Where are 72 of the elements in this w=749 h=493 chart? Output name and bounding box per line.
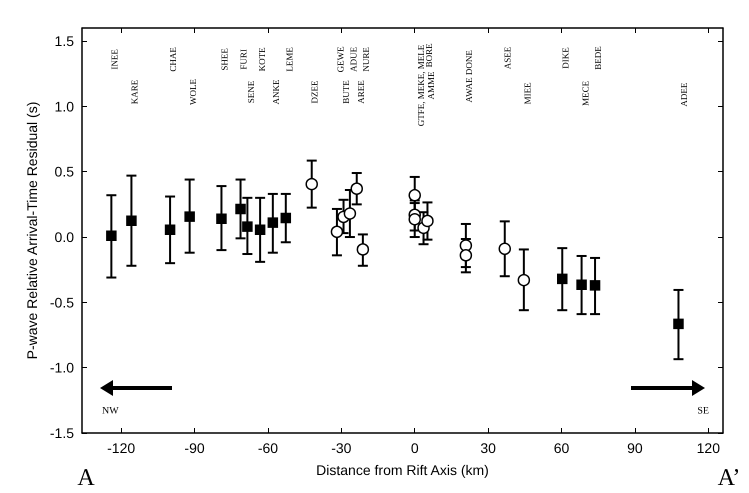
annotation: GEWE	[335, 46, 346, 72]
annotation: CHAE	[168, 46, 178, 72]
annotation: BORE	[424, 42, 434, 68]
point	[344, 207, 356, 220]
y-axis-title: P-wave Relative Arrival-Time Residual (s)	[24, 102, 40, 360]
point	[421, 214, 434, 228]
annotation: SE	[697, 406, 709, 416]
point	[184, 211, 195, 222]
point	[242, 221, 253, 232]
annotation: WOLE	[188, 78, 198, 106]
point	[673, 318, 684, 330]
point	[164, 224, 176, 235]
x-tick-label: 90	[627, 440, 643, 456]
annotation: KARE	[130, 79, 140, 104]
point	[216, 213, 227, 224]
annotation: SHEE	[219, 48, 230, 71]
point	[356, 243, 370, 256]
point	[518, 274, 530, 286]
x-tick-label: -90	[184, 440, 205, 456]
annotation: NW	[102, 406, 120, 416]
annotation: DZEE	[309, 80, 320, 104]
y-tick-label: -1.5	[50, 425, 74, 441]
point	[305, 178, 318, 190]
annotation: MECE	[580, 80, 591, 106]
x-tick-label: 30	[480, 440, 496, 456]
point	[576, 279, 587, 290]
annotation: ADUE	[348, 46, 359, 72]
annotation: BEDE	[593, 46, 604, 70]
point	[126, 215, 137, 226]
annotation: GTFE, MEKE, MELE	[416, 44, 426, 126]
y-tick-label: -0.5	[50, 294, 74, 310]
point	[330, 226, 344, 238]
annotation: ADEE	[678, 82, 689, 107]
x-tick-label: 60	[554, 440, 570, 456]
point	[408, 213, 421, 226]
y-tick-label: 1.5	[54, 33, 74, 50]
annotation: MIEE	[522, 82, 532, 104]
point	[557, 274, 568, 284]
x-tick-label: 120	[696, 440, 720, 456]
text: A’	[718, 465, 740, 491]
annotation: DIKE	[560, 46, 571, 69]
annotation: INEE	[110, 48, 120, 70]
y-tick-label: 0.0	[54, 229, 74, 246]
point	[460, 249, 472, 262]
point	[254, 224, 266, 235]
annotation: NURE	[361, 46, 372, 72]
x-tick-label: -120	[107, 440, 136, 456]
annotation: FURI	[238, 49, 248, 70]
annotation: ANKE	[271, 79, 282, 105]
point	[590, 280, 600, 291]
point	[280, 212, 292, 224]
annotation: LEME	[284, 46, 294, 72]
x-tick-label: -60	[258, 440, 278, 456]
annotation: AWAE DONE	[464, 50, 474, 103]
annotation: AREE	[356, 80, 366, 104]
point	[268, 217, 278, 228]
point	[350, 182, 363, 195]
point	[235, 204, 246, 214]
y-tick-label: 0.5	[54, 164, 74, 180]
y-tick-label: -1.0	[50, 360, 74, 376]
x-axis-title: Distance from Rift Axis (km)	[316, 462, 489, 478]
y-tick-label: 1.0	[54, 98, 74, 114]
annotation: KOTE	[257, 46, 268, 72]
point	[498, 242, 512, 256]
x-tick-label: -30	[331, 440, 352, 456]
x-tick-label: 0	[410, 440, 419, 456]
annotation: SENE	[246, 80, 256, 104]
point	[106, 230, 117, 241]
annotation: BUTE	[340, 80, 351, 104]
annotation: ASEE	[502, 46, 512, 70]
annotation: AMME	[426, 70, 436, 100]
text: A	[77, 465, 96, 491]
